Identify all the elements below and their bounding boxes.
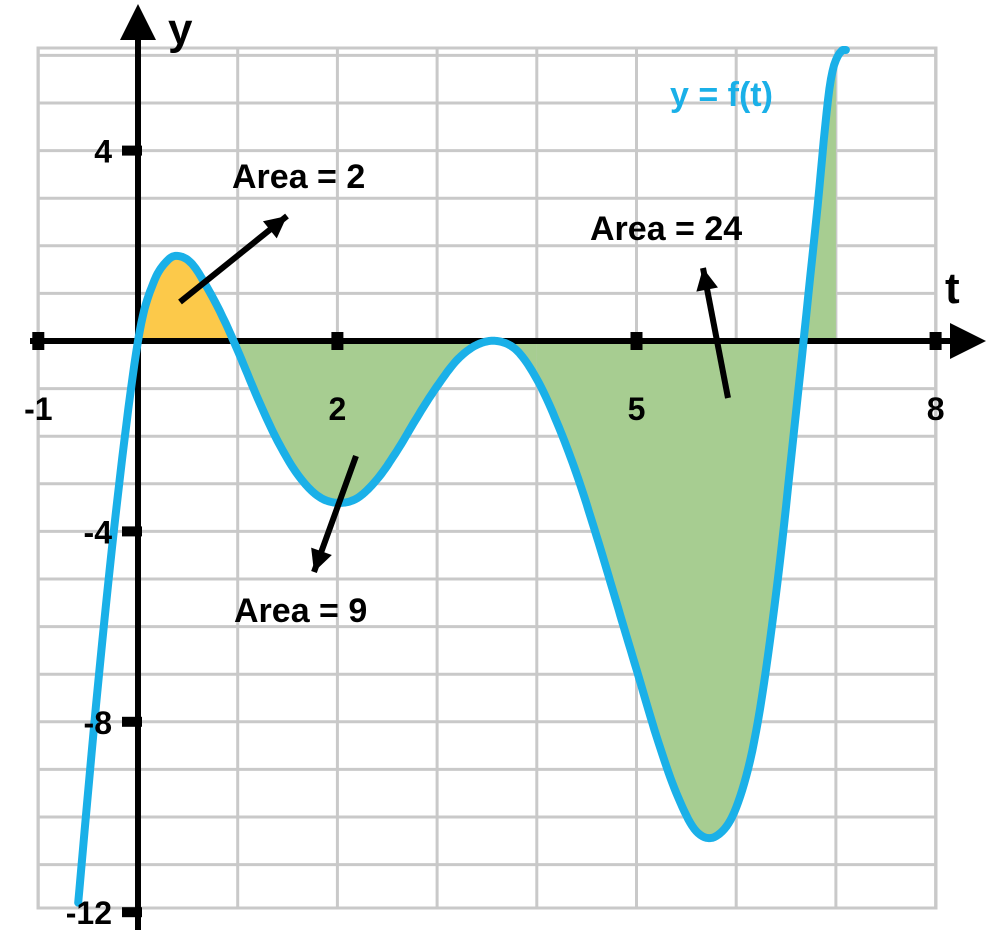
x-tick (32, 332, 45, 350)
y-tick-label: -8 (84, 705, 112, 741)
shaded-region-1 (138, 255, 238, 351)
x-tick (331, 332, 344, 350)
area-label-1: Area = 2 (232, 158, 365, 196)
area-arrow-3-head (696, 268, 718, 292)
y-tick (122, 526, 142, 537)
area-arrow-3-shaft (700, 267, 731, 399)
x-tick-label: 2 (329, 391, 347, 427)
curve-f-of-t (74, 46, 850, 907)
y-tick (122, 716, 142, 727)
shaded-region-2 (237, 340, 537, 503)
y-tick-label: 4 (94, 134, 112, 170)
area-label-3: Area = 24 (590, 210, 742, 248)
x-tick-label: 8 (927, 391, 945, 427)
y-axis-label: y (168, 5, 193, 54)
x-tick-label: 5 (628, 391, 646, 427)
area-arrow-1-head (262, 216, 287, 239)
y-axis-arrowhead (120, 4, 156, 40)
x-axis-arrowhead (950, 323, 986, 359)
x-tick (929, 332, 942, 350)
curve-label: y = f(t) (670, 76, 773, 114)
curve-layer (74, 46, 850, 907)
y-tick-label: -4 (84, 514, 113, 550)
shaded-regions (138, 60, 836, 839)
shaded-region-3 (536, 60, 836, 839)
tick-labels: -1 2 5 84-4-8-12 (24, 134, 944, 932)
y-tick-label: -12 (66, 895, 112, 931)
x-axis-label: t (945, 264, 960, 313)
y-tick (122, 907, 142, 918)
area-label-2: Area = 9 (234, 592, 367, 630)
x-tick (630, 332, 643, 350)
y-tick (122, 145, 142, 156)
area-arrow-2-head (311, 547, 332, 572)
annotation-arrows (178, 213, 731, 574)
area-arrow-1-shaft (178, 213, 289, 305)
x-tick-label: -1 (24, 391, 52, 427)
